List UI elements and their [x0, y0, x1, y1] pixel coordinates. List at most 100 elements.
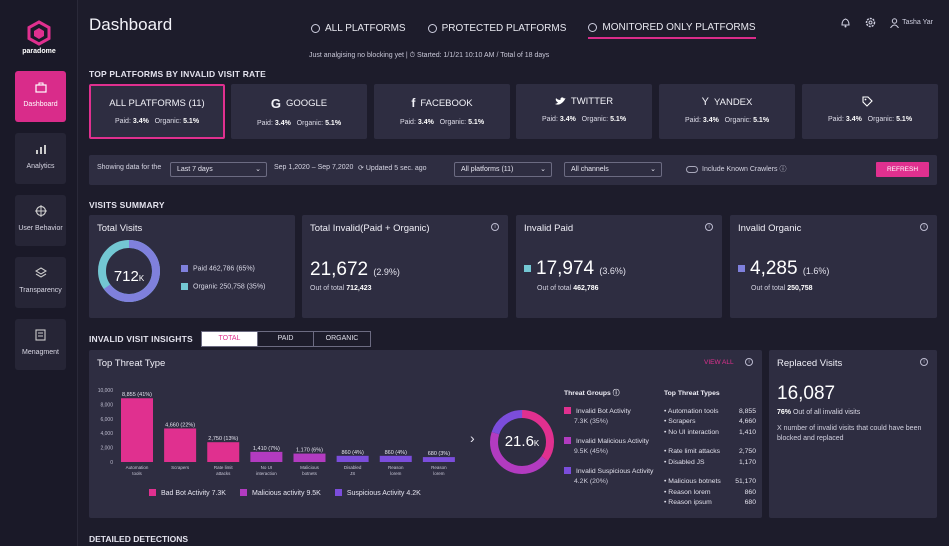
sidebar-item-dashboard[interactable]: Dashboard — [15, 71, 66, 122]
tag-icon — [862, 96, 873, 107]
channels-select[interactable]: All channels ⌄ — [564, 162, 662, 177]
total-invalid-pct: (2.9%) — [373, 267, 400, 277]
sidebar: paradome Dashboard Analytics User Behavi… — [0, 0, 78, 546]
segment-organic[interactable]: ORGANIC — [325, 335, 359, 342]
bar[interactable] — [250, 451, 283, 462]
tab-monitored-only-platforms[interactable]: MONITORED ONLY PLATFORMS — [588, 22, 756, 39]
bar[interactable] — [379, 455, 412, 462]
invalid-paid-outof: Out of total 462,786 — [537, 285, 599, 292]
threat-legend: Bad Bot Activity 7.3K Malicious activity… — [149, 489, 421, 497]
info-icon[interactable]: i — [920, 358, 928, 366]
sidebar-item-analytics[interactable]: Analytics — [15, 133, 66, 184]
legend-label: Bad Bot Activity 7.3K — [161, 490, 226, 497]
legend-malicious: Malicious activity 9.5K — [239, 489, 321, 497]
total-invalid-value: 21,672 (2.9%) — [310, 259, 400, 281]
chevron-down-icon: ⌄ — [540, 166, 546, 173]
user-name: Tasha Yar — [902, 19, 933, 26]
tab-protected-platforms[interactable]: PROTECTED PLATFORMS — [427, 22, 566, 39]
twitter-icon — [554, 97, 566, 105]
bar[interactable] — [422, 457, 455, 462]
platform-card-twitter[interactable]: TWITTER Paid: 3.4% Organic: 5.1% — [516, 84, 652, 139]
paid-swatch — [181, 265, 188, 272]
paid-value: 3.4% — [702, 117, 719, 124]
bar-data-label: 2,750 (13%) — [208, 436, 238, 442]
x-tick-label: JS — [350, 471, 355, 476]
segment-total[interactable]: TOTAL — [202, 332, 258, 346]
refresh-small-icon: ⟳ — [358, 165, 364, 172]
invalid-organic-number: 4,285 — [750, 258, 798, 279]
sidebar-item-user-behavior[interactable]: User Behavior — [15, 195, 66, 246]
google-icon: G — [270, 96, 281, 111]
outof-value: 462,786 — [573, 285, 599, 292]
sidebar-item-label: Transparency — [19, 287, 62, 294]
bar[interactable] — [336, 455, 369, 462]
sidebar-item-management[interactable]: Menagment — [15, 319, 66, 370]
user-menu[interactable]: Tasha Yar — [890, 17, 933, 28]
info-icon[interactable]: ⓘ — [612, 390, 620, 397]
x-tick-label: Reason — [431, 465, 447, 470]
toggle-switch[interactable] — [686, 165, 698, 173]
period-select[interactable]: Last 7 days ⌄ — [170, 162, 267, 177]
tab-all-platforms[interactable]: ALL PLATFORMS — [311, 22, 406, 39]
paid-label: Paid: — [541, 116, 558, 123]
info-icon[interactable]: i — [705, 223, 713, 231]
x-tick-label: No UI — [261, 465, 273, 470]
yandex-icon: Y — [701, 96, 709, 108]
organic-value: 5.1% — [610, 116, 627, 123]
threat-groups-header: Threat Groups ⓘ — [564, 389, 653, 400]
organic-value: 5.1% — [753, 117, 770, 124]
platforms-select[interactable]: All platforms (11) ⌄ — [454, 162, 552, 177]
paid-swatch — [524, 265, 531, 273]
card-total-visits: Total Visits 712K Paid 462,786 (65%) Org… — [89, 215, 295, 318]
paradome-logo[interactable]: paradome — [22, 20, 56, 64]
outof-value: 250,758 — [787, 285, 813, 292]
header-actions: Tasha Yar — [840, 17, 933, 28]
organic-label: Organic: — [296, 120, 324, 127]
paid-value: 3.4% — [132, 118, 149, 125]
x-tick-label: lorem — [433, 471, 445, 476]
tab-label: MONITORED ONLY PLATFORMS — [602, 22, 756, 33]
platform-card-all[interactable]: ALL PLATFORMS (11) Paid: 3.4% Organic: 5… — [89, 84, 225, 139]
platform-tabs: ALL PLATFORMS PROTECTED PLATFORMS MONITO… — [311, 22, 756, 39]
platform-card-facebook[interactable]: f FACEBOOK Paid: 3.4% Organic: 5.1% — [374, 84, 510, 139]
threat-type-count: 1,410 — [738, 428, 756, 436]
threat-type-name: Automation tools — [667, 407, 719, 415]
refresh-button[interactable]: REFRESH — [876, 162, 929, 177]
legend-bad-bot: Bad Bot Activity 7.3K — [149, 489, 226, 497]
group-name: Invalid Bot Activity — [576, 407, 631, 415]
platform-card-google[interactable]: G GOOGLE Paid: 3.4% Organic: 5.1% — [231, 84, 367, 139]
bar[interactable] — [207, 442, 240, 462]
bar[interactable] — [121, 398, 153, 462]
donut-malicious-arc — [490, 410, 554, 474]
threat-donut-value: 21.6K — [487, 433, 557, 450]
top-header: Dashboard ALL PLATFORMS PROTECTED PLATFO… — [78, 0, 949, 44]
bar[interactable] — [293, 453, 326, 462]
outof-value: 712,423 — [346, 285, 372, 292]
bar[interactable] — [164, 428, 197, 462]
filter-bar: Showing data for the Last 7 days ⌄ Sep 1,… — [89, 155, 937, 185]
sidebar-item-label: Menagment — [22, 349, 59, 356]
x-tick-label: Rate limit — [214, 465, 234, 470]
info-icon[interactable]: i — [491, 223, 499, 231]
gear-icon[interactable] — [865, 17, 876, 28]
info-icon[interactable]: i — [920, 223, 928, 231]
sidebar-item-transparency[interactable]: Transparency — [15, 257, 66, 308]
platform-card-yandex[interactable]: Y YANDEX Paid: 3.4% Organic: 5.1% — [659, 84, 795, 139]
invalid-organic-pct: (1.6%) — [802, 266, 830, 276]
chevron-right-icon[interactable]: › — [470, 430, 475, 446]
y-tick-label: 2,000 — [100, 446, 113, 452]
replaced-pct: 76% — [777, 409, 792, 416]
platform-name: YANDEX — [713, 96, 753, 108]
bell-icon[interactable] — [840, 17, 851, 28]
facebook-icon: f — [411, 96, 416, 110]
crawlers-toggle[interactable]: Include Known Crawlers ⓘ — [686, 164, 786, 174]
threat-type-count: 51,170 — [735, 478, 756, 485]
card-title: Invalid Organic — [738, 223, 802, 234]
threat-type-count: 4,660 — [738, 418, 756, 425]
top-threat-types-list: Top Threat Types • Automation tools 8,855… — [664, 389, 756, 509]
view-all-link[interactable]: VIEW ALL — [704, 359, 734, 366]
segment-paid[interactable]: PAID — [258, 332, 314, 346]
legend-suspicious: Suspicious Activity 4.2K — [334, 489, 421, 497]
platform-card-other[interactable]: Paid: 3.4% Organic: 5.1% — [802, 84, 938, 139]
info-icon[interactable]: i — [745, 358, 753, 366]
